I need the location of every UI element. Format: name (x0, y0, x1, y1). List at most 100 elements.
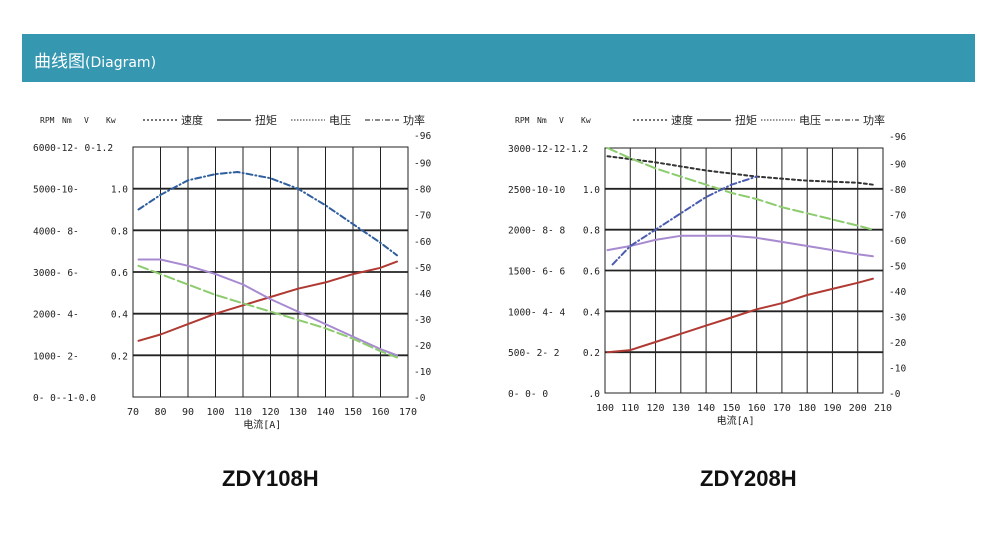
inner-tick-label: 0.2 (583, 348, 600, 359)
series-line-3 (606, 234, 874, 258)
axis-header-label: RPM (515, 116, 530, 125)
x-tick-label: 160 (748, 403, 766, 414)
x-axis-label: 电流[A] (717, 414, 755, 427)
right-tick-label: -30 (414, 315, 431, 326)
x-tick-label: 170 (399, 407, 417, 418)
x-tick-label: 150 (344, 407, 362, 418)
section-title: 曲线图(Diagram) (34, 47, 156, 72)
section-header: 曲线图(Diagram) (22, 34, 975, 82)
axis-header-label: V (84, 116, 89, 125)
chart-caption-zdy108h: ZDY108H (222, 466, 319, 491)
x-tick-label: 110 (621, 403, 639, 414)
chart-zdy108h-svg: 70 80 90 100 110 120 130 140 150 160 170 6000-12- 0… (33, 113, 431, 431)
x-tick-label: 80 (154, 407, 166, 418)
right-tick-label: -10 (414, 367, 431, 378)
series-line-2 (606, 277, 874, 354)
chart-caption-zdy208h: ZDY208H (700, 466, 797, 491)
x-tick-label: 110 (234, 407, 252, 418)
x-axis-label: 电流[A] (243, 418, 281, 431)
chart-zdy208h-svg: 100 110 120 130 140 150 160 170 180 190 200 210 3000… (508, 113, 906, 427)
series-line-3 (137, 258, 398, 357)
right-tick-label: -40 (414, 289, 431, 300)
left-tick-label: 2500-10-10 (508, 185, 565, 196)
x-tick-label: 210 (874, 403, 892, 414)
x-tick-label: 100 (206, 407, 224, 418)
inner-tick-label: .0 (589, 389, 601, 400)
right-tick-label: -70 (414, 211, 431, 222)
plot-border (132, 146, 409, 398)
right-tick-label: -96 (414, 131, 431, 142)
right-tick-label: -50 (414, 263, 431, 274)
x-tick-label: 200 (849, 403, 867, 414)
x-tick-label: 90 (182, 407, 194, 418)
inner-tick-label: 0.8 (583, 226, 600, 237)
left-tick-label: 2000- 8- 8 (508, 226, 565, 237)
axis-header-label: Nm (62, 116, 72, 125)
right-tick-label: -30 (889, 312, 906, 323)
x-tick-label: 190 (823, 403, 841, 414)
left-tick-label: 0- 0- 0 (508, 389, 548, 400)
right-tick-label: -50 (889, 261, 906, 272)
legend-label: 功率 (403, 113, 425, 127)
section-title-cn: 曲线图 (34, 52, 85, 72)
x-tick-label: 120 (261, 407, 279, 418)
right-tick-label: -96 (889, 132, 906, 143)
right-tick-label: -40 (889, 287, 906, 298)
axis-header-label: Nm (537, 116, 547, 125)
left-tick-label: 4000- 8- (33, 226, 79, 237)
right-tick-label: -20 (889, 338, 906, 349)
plot-border (604, 147, 884, 394)
x-tick-label: 130 (289, 407, 307, 418)
legend-label: 电压 (329, 114, 351, 127)
right-tick-label: -60 (889, 236, 906, 247)
chart-zdy208h: 100 110 120 130 140 150 160 170 180 190 200 210 3000… (505, 100, 915, 445)
axis-header-label: RPM (40, 116, 55, 125)
right-tick-label: -90 (414, 159, 431, 170)
section-title-en: (Diagram) (85, 55, 157, 71)
left-tick-label: 1500- 6- 6 (508, 267, 565, 278)
legend-label: 功率 (863, 113, 885, 127)
x-tick-label: 140 (697, 403, 715, 414)
x-tick-label: 100 (596, 403, 614, 414)
left-tick-label: 0- 0--1-0.0 (33, 393, 96, 404)
left-tick-label: 2000- 4- (33, 310, 79, 321)
inner-tick-label: 0.4 (111, 310, 128, 321)
inner-tick-label: 0.8 (111, 226, 128, 237)
inner-tick-label: 0.2 (111, 351, 128, 362)
left-tick-label: 1000- 2- (33, 351, 79, 362)
right-tick-label: -80 (889, 185, 906, 196)
right-tick-label: -0 (414, 393, 426, 404)
legend-label: 速度 (671, 113, 693, 127)
left-tick-label: 500- 2- 2 (508, 348, 559, 359)
axis-header-label: Kw (581, 116, 591, 125)
series-line-4 (606, 147, 874, 231)
x-tick-label: 160 (371, 407, 389, 418)
series-line-2 (137, 260, 398, 342)
axis-header-label: Kw (106, 116, 116, 125)
x-tick-label: 150 (722, 403, 740, 414)
chart-zdy108h: 70 80 90 100 110 120 130 140 150 160 170 6000-12- 0… (28, 100, 443, 445)
left-tick-label: 3000-12-12-1.2 (508, 144, 588, 155)
legend-label: 电压 (799, 114, 821, 127)
inner-tick-label: 0.6 (111, 268, 128, 279)
inner-tick-label: 0.4 (583, 307, 600, 318)
x-tick-label: 120 (647, 403, 665, 414)
right-tick-label: -80 (414, 185, 431, 196)
right-tick-label: -10 (889, 363, 906, 374)
inner-tick-label: 1.0 (111, 185, 128, 196)
x-tick-label: 180 (798, 403, 816, 414)
legend-label: 扭矩 (735, 113, 757, 127)
series-line-1 (137, 171, 398, 257)
left-tick-label: 3000- 6- (33, 268, 79, 279)
x-tick-label: 170 (773, 403, 791, 414)
series-line-5 (611, 175, 758, 266)
left-tick-label: 6000-12- 0-1.2 (33, 143, 113, 154)
right-tick-label: -90 (889, 159, 906, 170)
series-line-4 (137, 264, 398, 359)
inner-tick-label: 0.6 (583, 267, 600, 278)
left-tick-label: 1000- 4- 4 (508, 307, 565, 318)
x-tick-label: 70 (127, 407, 139, 418)
x-tick-label: 140 (316, 407, 334, 418)
inner-tick-label: 1.0 (583, 185, 600, 196)
right-tick-label: -60 (414, 237, 431, 248)
